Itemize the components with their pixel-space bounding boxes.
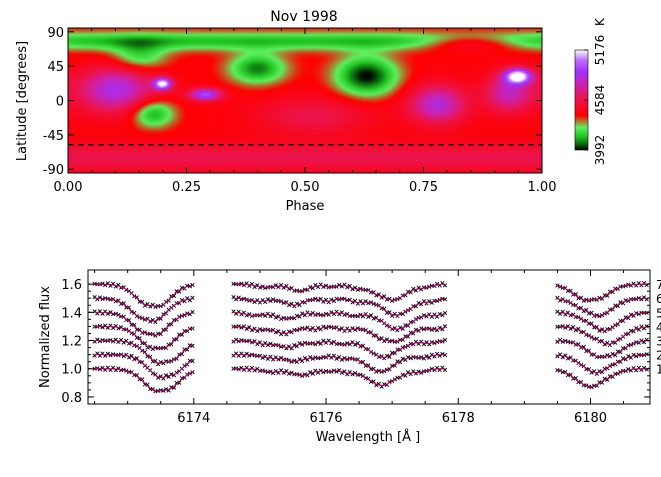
map-y-tick-label: 0 [56,95,64,110]
profile-x-tick-label: 6176 [309,411,342,426]
profile-x-tick-label: 6174 [177,411,210,426]
profile-x-tick-label: 6180 [574,411,607,426]
line-profile-panel: 6174 6176 6178 6180 0.81.01.21.41.6 1234567… [38,269,661,445]
profile-y-tick-label: 1.4 [61,306,82,321]
profile-x-axis: 6174 6176 6178 6180 [94,270,625,426]
temperature-map-image [68,28,542,173]
model-profile-1 [94,368,194,392]
observation-label: 6 [656,292,661,306]
observed-profile-1 [92,365,195,394]
profile-y-tick-label: 1.6 [61,278,82,293]
observed-profile-4 [92,323,195,352]
map-x-tick-label: 0.50 [291,180,320,195]
observed-profile-1 [231,365,448,389]
profile-y-label: Normalized flux [38,286,53,388]
map-y-label: Latitude [degrees] [15,41,30,161]
model-profile-4 [233,325,446,343]
model-profile-3 [557,340,647,358]
model-profile-6 [94,297,194,322]
observation-label: 4 [656,320,661,334]
map-x-axis: 0.00 0.25 0.50 0.75 1.00 [54,28,557,195]
map-x-label: Phase [286,199,325,214]
model-profile-2 [233,354,445,373]
colorbar-tick-label: 3992 [593,135,607,166]
map-title: Nov 1998 [270,9,337,25]
profile-frame [87,269,651,405]
model-profile-2 [94,354,195,379]
map-y-axis: 90 45 0 -45 -90 [43,26,542,178]
model-profile-3 [94,339,195,364]
observation-label: 5 [656,306,661,320]
model-profile-5 [233,311,446,330]
map-y-tick-label: -45 [43,129,64,144]
observation-label: 7 [656,278,661,292]
model-profile-7 [233,283,445,301]
model-profile-6 [233,297,446,316]
doppler-map-panel: Nov 1998 0.00 0.25 0.50 0.75 1.00 90 45 0 -45 -9… [15,9,556,214]
observed-profile-6 [92,294,195,325]
colorbar-ticks: 3992 4584 5176 [584,35,607,166]
map-y-tick-label: -90 [43,163,64,178]
model-profile-1 [557,368,647,388]
model-profile-6 [557,297,647,317]
profile-y-tick-label: 1.0 [61,363,82,378]
colorbar: 3992 4584 5176 K [574,17,607,166]
colorbar-image [575,50,588,150]
map-x-tick-label: 0.75 [409,180,438,195]
colorbar-unit-label: K [593,17,607,26]
observation-label: 3 [656,335,661,349]
model-profile-5 [557,312,647,332]
colorbar-tick-label: 5176 [593,35,607,66]
observed-profile-7 [92,281,195,310]
profile-x-label: Wavelength [Å ] [316,429,420,445]
profile-curves [92,280,649,394]
observation-label: 1 [656,363,661,377]
profile-y-axis: 0.8 1.0 1.2 1.4 1.6 [61,278,650,406]
map-y-tick-label: 90 [47,26,64,41]
profile-x-tick-label: 6178 [442,411,475,426]
map-x-tick-label: 1.00 [528,180,557,195]
profile-y-tick-label: 0.8 [61,391,82,406]
model-profile-4 [94,325,194,349]
model-profile-2 [557,354,647,374]
map-x-tick-label: 0.25 [172,180,201,195]
model-profile-3 [233,339,446,358]
profile-y-tick-label: 1.2 [61,335,82,350]
colorbar-tick-label: 4584 [593,85,607,116]
map-x-tick-label: 0.00 [54,180,83,195]
model-profile-5 [94,311,194,336]
model-profile-1 [233,368,446,386]
model-profile-7 [557,283,647,301]
observation-label: 2 [656,349,661,363]
model-profile-4 [557,325,647,345]
model-profile-7 [94,283,194,307]
map-y-tick-label: 45 [47,60,64,75]
